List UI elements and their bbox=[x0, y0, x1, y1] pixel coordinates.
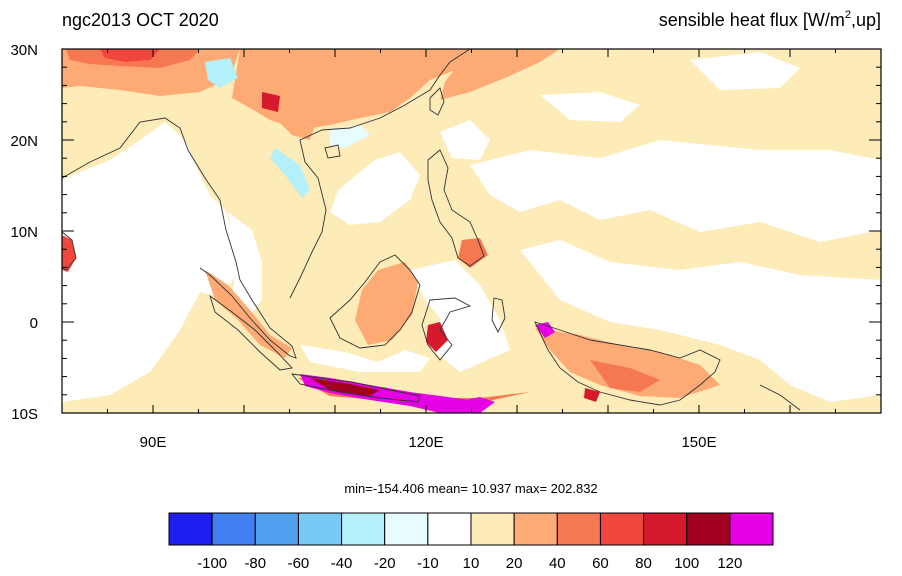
colorbar-swatch bbox=[211, 512, 256, 546]
colorbar-label: 10 bbox=[463, 555, 480, 572]
ocean-philippine-white bbox=[440, 120, 490, 160]
land-malay-warm bbox=[205, 270, 292, 358]
lon-label: 150E bbox=[681, 434, 716, 451]
flux-high-papua bbox=[584, 388, 600, 402]
colorbar-label: -100 bbox=[197, 555, 227, 572]
ocean-bay-of-bengal bbox=[62, 122, 238, 402]
coastline-indochina bbox=[289, 74, 441, 299]
coastline-india bbox=[62, 117, 227, 231]
ocean-pacific-south bbox=[520, 240, 881, 402]
colorbar-label: -10 bbox=[417, 555, 439, 572]
units-superscript: 2 bbox=[845, 9, 851, 21]
colorbar-label: 120 bbox=[717, 555, 742, 572]
land-new-guinea-warm bbox=[535, 328, 720, 398]
colorbar-label: -60 bbox=[288, 555, 310, 572]
colorbar-labels: -100 -80 -60 -40 -20 -10 10 20 40 60 80 100 120 bbox=[197, 555, 742, 572]
coastline-sri-lanka bbox=[62, 231, 77, 271]
flux-high-java bbox=[310, 378, 380, 396]
land-new-guinea-hot bbox=[590, 360, 660, 392]
ocean-andaman-sea bbox=[228, 212, 262, 318]
flux-high-sulawesi bbox=[426, 322, 448, 352]
map-ticks bbox=[61, 48, 882, 414]
coastline-philippines bbox=[427, 149, 485, 267]
plot-title-left: ngc2013 OCT 2020 bbox=[62, 10, 219, 30]
coastlines bbox=[62, 49, 801, 411]
lon-label: 90E bbox=[140, 434, 167, 451]
colorbar-label: -20 bbox=[374, 555, 396, 572]
coastline-hainan bbox=[324, 144, 341, 159]
coastline-china-east bbox=[439, 49, 471, 76]
ocean-java-sea bbox=[300, 345, 430, 372]
ocean-south-china-sea bbox=[330, 152, 420, 225]
land-east-china-sea-warm bbox=[440, 49, 560, 100]
map-field bbox=[62, 49, 881, 413]
colorbar-swatch bbox=[470, 512, 515, 546]
coastline-new-guinea bbox=[534, 321, 721, 406]
coastline-myanmar-malay bbox=[199, 229, 297, 359]
land-borneo-warm bbox=[355, 262, 418, 345]
coastline-sumatra bbox=[209, 294, 293, 371]
flux-max-papua bbox=[535, 322, 555, 338]
units-prefix: sensible heat flux [W/m bbox=[659, 10, 845, 30]
lat-label: 10S bbox=[11, 406, 38, 423]
flux-max-timor bbox=[455, 397, 495, 413]
lon-tick-labels: 90E 120E 150E bbox=[140, 434, 717, 451]
coastline-solomon bbox=[759, 384, 801, 411]
units-suffix: ,up] bbox=[851, 10, 881, 30]
colorbar-swatch bbox=[599, 512, 645, 546]
lat-label: 0 bbox=[30, 315, 38, 332]
lat-tick-labels: 30N 20N 10N 0 10S bbox=[10, 42, 38, 423]
lat-label: 30N bbox=[10, 42, 38, 59]
colorbar-swatch bbox=[297, 512, 343, 546]
colorbar-label: 100 bbox=[674, 555, 699, 572]
flux-high-bangladesh bbox=[262, 92, 280, 112]
colorbar-label: -80 bbox=[244, 555, 266, 572]
plot-title-right: sensible heat flux [W/m2,up] bbox=[659, 9, 881, 30]
colorbar-swatch bbox=[341, 512, 386, 546]
colorbar-swatch bbox=[686, 512, 731, 546]
colorbar-swatch bbox=[254, 512, 299, 546]
coastline-borneo bbox=[329, 254, 421, 349]
ocean-tropical-white-2 bbox=[540, 92, 640, 122]
stats-line: min=-154.406 mean= 10.937 max= 202.832 bbox=[344, 481, 597, 496]
ocean-tropical-white-1 bbox=[470, 140, 881, 242]
colorbar-swatch bbox=[168, 512, 213, 546]
coastline-java bbox=[290, 373, 421, 403]
flux-cool-tibet-lakes bbox=[205, 58, 238, 88]
colorbar-label: 40 bbox=[549, 555, 566, 572]
colorbar-label: 20 bbox=[506, 555, 523, 572]
coastline-sulawesi bbox=[421, 297, 472, 361]
colorbar-swatch bbox=[643, 512, 688, 546]
lat-label: 20N bbox=[10, 133, 38, 150]
colorbar-swatch bbox=[556, 512, 601, 546]
colorbar-label: 60 bbox=[592, 555, 609, 572]
ocean-tropical-white-3 bbox=[690, 52, 800, 90]
colorbar-swatch bbox=[384, 512, 429, 546]
colorbar-swatch bbox=[427, 512, 472, 546]
coastline-taiwan bbox=[429, 87, 445, 116]
flux-cool-yangtze bbox=[330, 125, 370, 148]
colorbar-swatch bbox=[729, 512, 774, 546]
land-tibet-hottest bbox=[100, 49, 160, 62]
colorbar-label: -40 bbox=[331, 555, 353, 572]
lat-label: 10N bbox=[10, 224, 38, 241]
flux-cool-mekong bbox=[270, 148, 310, 198]
colorbar-label: 80 bbox=[635, 555, 652, 572]
colorbar-swatch bbox=[513, 512, 558, 546]
lon-label: 120E bbox=[408, 434, 443, 451]
coastline-halmahera bbox=[491, 297, 506, 334]
colorbar bbox=[168, 512, 774, 546]
